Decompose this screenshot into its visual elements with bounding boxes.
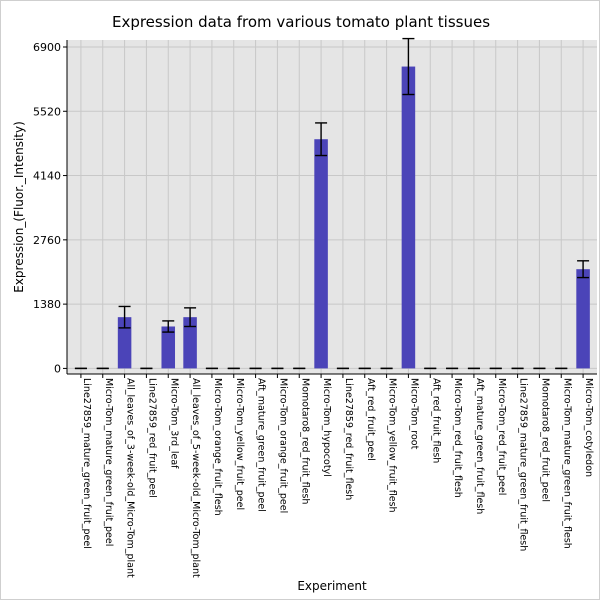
x-tick-label: All_leaves_of_5-week-old_Micro-Tom_plant <box>190 378 201 578</box>
x-tick-label: Micro-Tom_hypocotyl <box>321 378 332 477</box>
x-tick-label: Micro-Tom_orange_fruit_flesh <box>212 378 223 516</box>
x-tick-label: Micro-Tom_orange_fruit_peel <box>277 378 288 513</box>
x-tick-label: All_leaves_of_3-week-old_Micro-Tom_plant <box>125 378 136 578</box>
plot-area <box>67 40 597 374</box>
bar <box>161 326 176 369</box>
x-tick-label: Micro-Tom_mature_green_fruit_peel <box>103 378 114 546</box>
y-tick-label: 5520 <box>33 105 61 118</box>
x-tick-label: Micro-Tom_root <box>408 378 419 450</box>
chart-title: Expression data from various tomato plan… <box>112 13 490 31</box>
x-tick-label: Micro-Tom_mature_green_fruit_flesh <box>561 378 572 549</box>
x-tick-label: Line27859_mature_green_fruit_peel <box>81 378 92 549</box>
x-tick-label: Micro-Tom_yellow_fruit_peel <box>234 378 245 510</box>
x-tick-label: Line27859_red_fruit_flesh <box>343 378 354 500</box>
bars <box>117 66 590 369</box>
bar <box>183 317 197 369</box>
x-tick-label: Micro-Tom_3rd_leaf <box>168 378 179 469</box>
y-axis-label: Expression_(Fluor._Intensity) <box>12 121 26 293</box>
x-tick-label: Micro-Tom_yellow_fruit_flesh <box>387 378 398 513</box>
x-tick-label: Aft_mature_green_fruit_flesh <box>474 378 485 514</box>
y-tick-label: 0 <box>54 362 61 375</box>
x-tick-label: Aft_red_fruit_flesh <box>430 378 441 463</box>
error-bars <box>74 37 590 370</box>
x-tick-label: Micro-Tom_red_fruit_peel <box>496 378 507 495</box>
x-tick-label: Micro-Tom_red_fruit_flesh <box>452 378 463 498</box>
x-tick-label: Line27859_red_fruit_peel <box>146 378 157 498</box>
x-axis-label: Experiment <box>297 579 367 593</box>
bar <box>314 139 328 369</box>
y-tick-label: 6900 <box>33 41 61 54</box>
y-tick-label: 2760 <box>33 234 61 247</box>
x-tick-label: Line27859_mature_green_fruit_flesh <box>518 378 529 551</box>
y-tick-label: 1380 <box>33 298 61 311</box>
y-axis-ticks: 0 1380 2760 4140 5520 6900 <box>33 41 67 375</box>
y-tick-label: 4140 <box>33 170 61 183</box>
bar <box>117 317 132 369</box>
bar <box>401 66 416 369</box>
x-tick-label: Momotaro8_red_fruit_peel <box>539 378 550 502</box>
x-tick-label: Micro-Tom_cotyledon <box>583 378 594 477</box>
bar <box>576 269 590 369</box>
x-tick-label: Aft_red_fruit_peel <box>365 378 376 461</box>
x-tick-label: Aft_mature_green_fruit_peel <box>256 378 267 512</box>
x-tick-label: Momotaro8_red_fruit_flesh <box>299 378 310 504</box>
x-axis-ticks: Line27859_mature_green_fruit_peel Micro-T… <box>80 374 594 578</box>
